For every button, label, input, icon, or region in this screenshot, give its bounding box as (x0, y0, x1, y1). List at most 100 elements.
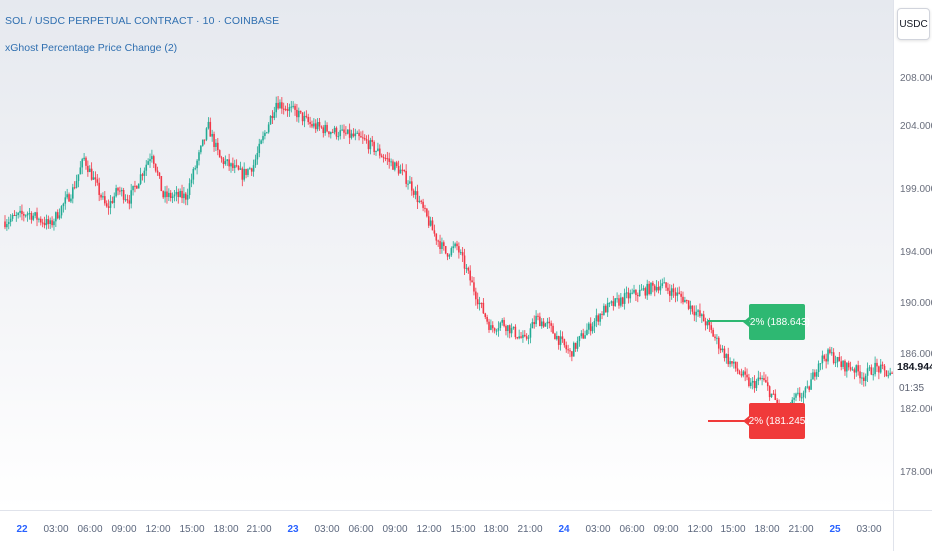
candle-body (111, 201, 114, 203)
candle-body (678, 292, 681, 294)
candle-body (424, 207, 426, 209)
price-axis[interactable]: USDC (893, 0, 932, 510)
candle-body (307, 116, 310, 123)
candle-body (629, 293, 632, 299)
candle-body (738, 371, 741, 375)
candle-body (15, 215, 18, 217)
candle-body (669, 290, 671, 296)
candle-body (107, 206, 110, 208)
price-tick: 204.000 (900, 121, 932, 132)
candle-body (177, 191, 180, 198)
candle-body (874, 362, 876, 375)
candle-body (399, 169, 402, 174)
candle-body (734, 361, 737, 369)
candle-body (339, 130, 342, 137)
candle-body (505, 326, 507, 332)
candle-body (761, 378, 763, 380)
candle-body (518, 336, 520, 339)
candle-body (411, 181, 413, 191)
candle-body (727, 354, 729, 365)
time-tick: 24 (558, 524, 570, 535)
candle-body (265, 132, 268, 134)
candle-body (501, 320, 503, 323)
symbol-title[interactable]: SOL / USDC PERPETUAL CONTRACT · 10 · COI… (5, 15, 280, 27)
candle-body (448, 255, 451, 257)
candle-body (134, 185, 136, 187)
candle-body (717, 337, 720, 349)
candle-body (220, 157, 223, 159)
candle-body (868, 367, 871, 369)
candle-body (823, 355, 826, 359)
candle-body (190, 179, 193, 184)
time-axis[interactable] (0, 510, 893, 551)
candle-body (682, 296, 684, 303)
candle-body (488, 321, 490, 330)
time-tick: 15:00 (450, 524, 476, 535)
candle-body (766, 382, 769, 387)
candle-body (674, 292, 677, 296)
candle-body (124, 199, 127, 201)
candle-body (412, 190, 415, 195)
candle-body (77, 174, 80, 181)
candle-body (335, 127, 338, 137)
price-tick: 190.000 (900, 298, 932, 309)
candle-body (467, 267, 470, 271)
candle-body (267, 124, 270, 133)
candle-body (181, 190, 183, 199)
price-tick: 186.000 (900, 349, 932, 360)
candle-body (548, 321, 551, 324)
candle-body (482, 302, 485, 314)
candle-body (100, 194, 102, 198)
candle-body (23, 214, 25, 216)
candle-body (6, 224, 8, 228)
candle-body (401, 169, 404, 171)
candle-body (637, 295, 639, 297)
candle-body (17, 212, 19, 216)
candle-body (60, 206, 63, 216)
candle-body (512, 326, 515, 329)
candle-body (186, 195, 189, 200)
candle-body (326, 124, 328, 132)
candle-body (753, 380, 756, 389)
candle-body (85, 157, 87, 166)
candle-body (533, 322, 536, 325)
candle-body (375, 150, 377, 152)
candle-body (491, 325, 494, 329)
candle-body (92, 177, 95, 180)
candle-body (857, 365, 859, 372)
candle-body (362, 137, 364, 139)
currency-button[interactable]: USDC (897, 8, 930, 40)
candle-body (608, 302, 611, 304)
candle-body (36, 212, 38, 220)
candle-body (815, 372, 818, 377)
candle-body (584, 335, 586, 339)
candle-body (863, 377, 865, 381)
candle-body (139, 174, 142, 184)
candle-body (354, 133, 357, 137)
candle-body (576, 340, 579, 349)
candle-body (742, 371, 745, 376)
candle-body (115, 188, 117, 197)
candle-body (689, 305, 692, 309)
candle-body (736, 368, 739, 372)
candlestick-series[interactable] (0, 0, 893, 510)
candle-body (407, 183, 409, 185)
candle-body (217, 142, 219, 151)
candle-body (313, 123, 315, 127)
candle-body (793, 397, 795, 400)
chart-pane[interactable]: SOL / USDC PERPETUAL CONTRACT · 10 · COI… (0, 0, 893, 510)
price-tick: 178.000 (900, 467, 932, 478)
candle-body (128, 200, 131, 204)
candle-body (847, 362, 850, 368)
candle-body (90, 168, 93, 180)
time-tick: 12:00 (687, 524, 713, 535)
candle-body (314, 123, 317, 130)
candle-body (725, 354, 728, 359)
candle-body (104, 196, 106, 204)
candle-body (281, 102, 283, 109)
candle-body (719, 348, 722, 351)
candle-body (441, 242, 443, 249)
price-tick: 208.000 (900, 73, 932, 84)
indicator-title[interactable]: xGhost Percentage Price Change (2) (5, 42, 178, 54)
candle-body (192, 168, 195, 180)
